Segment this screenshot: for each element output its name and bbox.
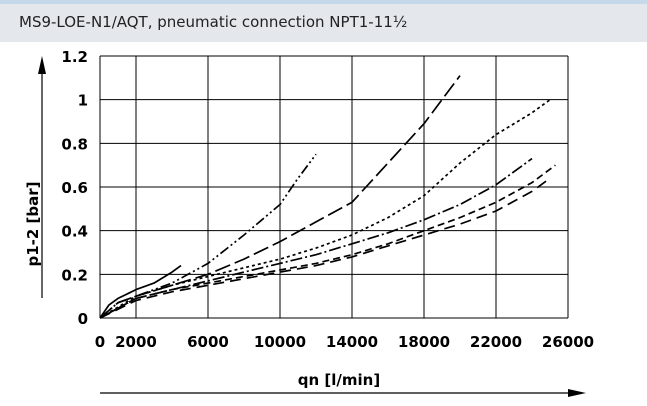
y-tick-label: 0 xyxy=(78,310,88,328)
x-tick-label: 2000 xyxy=(115,333,157,351)
series-line-7 xyxy=(99,177,551,319)
x-tick-label: 26000 xyxy=(542,333,594,351)
x-axis-arrowhead xyxy=(568,389,586,397)
chart-grid xyxy=(99,55,569,319)
y-tick-label: 1.2 xyxy=(61,48,88,66)
chart-series-group xyxy=(99,75,556,319)
y-tick-label: 0.4 xyxy=(61,223,88,241)
y-tick-label: 0.6 xyxy=(61,179,88,197)
series-line-4 xyxy=(99,99,551,319)
x-axis-label: qn [l/min] xyxy=(298,371,380,389)
x-tick-label: 0 xyxy=(95,333,105,351)
header-accent-bar xyxy=(0,0,647,4)
y-axis-label: p1-2 [bar] xyxy=(24,181,42,266)
x-tick-label: 22000 xyxy=(470,333,522,351)
x-tick-label: 6000 xyxy=(187,333,229,351)
x-tick-label: 10000 xyxy=(254,333,306,351)
y-tick-label: 0.2 xyxy=(61,266,88,284)
series-line-5 xyxy=(99,157,533,319)
series-line-1 xyxy=(99,264,182,319)
y-tick-label: 1 xyxy=(78,92,88,110)
x-tick-label: 14000 xyxy=(326,333,378,351)
x-tick-label: 18000 xyxy=(398,333,450,351)
chart-title: MS9-LOE-N1/AQT, pneumatic connection NPT… xyxy=(0,4,647,42)
chart-tick-labels: 0 2000 6000 10000 14000 18000 22000 26000 0 0.2 0.… xyxy=(61,48,594,351)
y-tick-label: 0.8 xyxy=(61,135,88,153)
series-line-6 xyxy=(99,164,556,319)
y-axis-arrowhead xyxy=(38,56,46,74)
